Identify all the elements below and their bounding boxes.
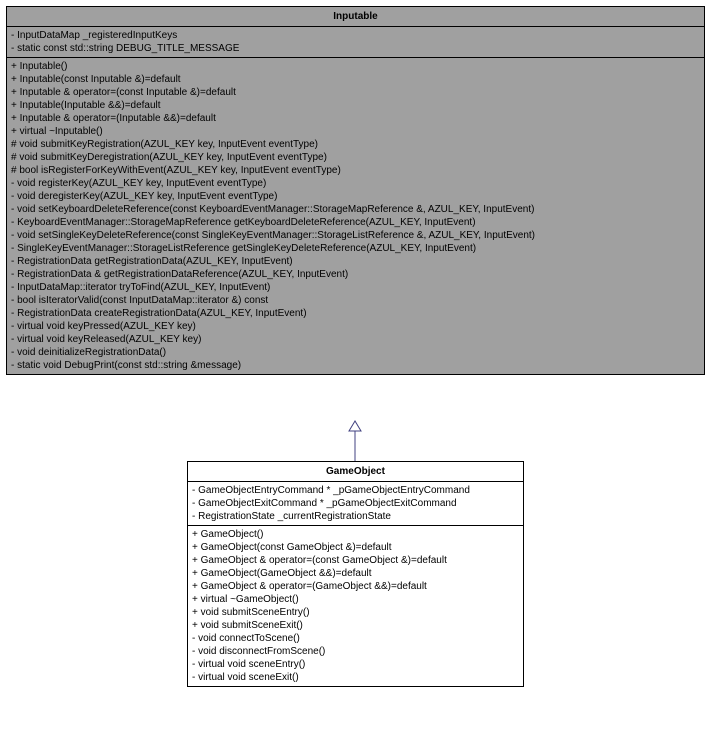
operation: + Inputable(const Inputable &)=default [11, 73, 700, 86]
class-inputable: Inputable - InputDataMap _registeredInpu… [6, 6, 705, 375]
operation: - virtual void sceneExit() [192, 671, 519, 684]
operation: + virtual ~Inputable() [11, 125, 700, 138]
class-attributes: - GameObjectEntryCommand * _pGameObjectE… [188, 482, 523, 526]
operation: - RegistrationData createRegistrationDat… [11, 307, 700, 320]
attribute: - GameObjectEntryCommand * _pGameObjectE… [192, 484, 519, 497]
operation: - void registerKey(AZUL_KEY key, InputEv… [11, 177, 700, 190]
uml-diagram: Inputable - InputDataMap _registeredInpu… [3, 3, 708, 753]
class-title: GameObject [188, 462, 523, 482]
operation: + Inputable & operator=(Inputable &&)=de… [11, 112, 700, 125]
operation: + Inputable() [11, 60, 700, 73]
operation: - void disconnectFromScene() [192, 645, 519, 658]
operation: - static void DebugPrint(const std::stri… [11, 359, 700, 372]
class-gameobject: GameObject - GameObjectEntryCommand * _p… [187, 461, 524, 687]
operation: - void setSingleKeyDeleteReference(const… [11, 229, 700, 242]
operation: # void submitKeyRegistration(AZUL_KEY ke… [11, 138, 700, 151]
attribute: - static const std::string DEBUG_TITLE_M… [11, 42, 700, 55]
class-operations: + Inputable() + Inputable(const Inputabl… [7, 58, 704, 374]
operation: - RegistrationData & getRegistrationData… [11, 268, 700, 281]
operation: + Inputable(Inputable &&)=default [11, 99, 700, 112]
operation: + GameObject & operator=(const GameObjec… [192, 554, 519, 567]
generalization-arrow [347, 421, 363, 463]
operation: - bool isIteratorValid(const InputDataMa… [11, 294, 700, 307]
operation: + Inputable & operator=(const Inputable … [11, 86, 700, 99]
operation: - KeyboardEventManager::StorageMapRefere… [11, 216, 700, 229]
operation: - RegistrationData getRegistrationData(A… [11, 255, 700, 268]
operation: + void submitSceneEntry() [192, 606, 519, 619]
attribute: - RegistrationState _currentRegistration… [192, 510, 519, 523]
attribute: - GameObjectExitCommand * _pGameObjectEx… [192, 497, 519, 510]
operation: # void submitKeyDeregistration(AZUL_KEY … [11, 151, 700, 164]
operation: - virtual void keyReleased(AZUL_KEY key) [11, 333, 700, 346]
operation: - void connectToScene() [192, 632, 519, 645]
attribute: - InputDataMap _registeredInputKeys [11, 29, 700, 42]
operation: - void setKeyboardDeleteReference(const … [11, 203, 700, 216]
operation: - void deregisterKey(AZUL_KEY key, Input… [11, 190, 700, 203]
class-operations: + GameObject() + GameObject(const GameOb… [188, 526, 523, 686]
operation: - InputDataMap::iterator tryToFind(AZUL_… [11, 281, 700, 294]
operation: + virtual ~GameObject() [192, 593, 519, 606]
operation: + GameObject & operator=(GameObject &&)=… [192, 580, 519, 593]
operation: # bool isRegisterForKeyWithEvent(AZUL_KE… [11, 164, 700, 177]
operation: - virtual void keyPressed(AZUL_KEY key) [11, 320, 700, 333]
operation: + void submitSceneExit() [192, 619, 519, 632]
operation: - virtual void sceneEntry() [192, 658, 519, 671]
operation: - SingleKeyEventManager::StorageListRefe… [11, 242, 700, 255]
operation: + GameObject() [192, 528, 519, 541]
operation: + GameObject(const GameObject &)=default [192, 541, 519, 554]
class-attributes: - InputDataMap _registeredInputKeys - st… [7, 27, 704, 58]
operation: - void deinitializeRegistrationData() [11, 346, 700, 359]
class-title: Inputable [7, 7, 704, 27]
operation: + GameObject(GameObject &&)=default [192, 567, 519, 580]
